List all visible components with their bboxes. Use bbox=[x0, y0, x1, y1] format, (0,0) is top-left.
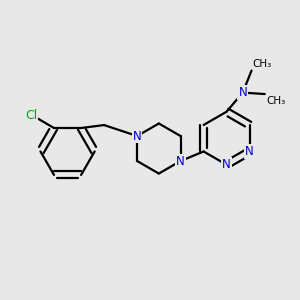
Text: N: N bbox=[245, 145, 254, 158]
Text: CH₃: CH₃ bbox=[266, 95, 285, 106]
Text: N: N bbox=[176, 154, 185, 167]
Text: N: N bbox=[238, 86, 247, 99]
Text: Cl: Cl bbox=[25, 109, 38, 122]
Text: N: N bbox=[133, 130, 142, 142]
Text: CH₃: CH₃ bbox=[252, 59, 272, 69]
Text: N: N bbox=[222, 158, 231, 171]
